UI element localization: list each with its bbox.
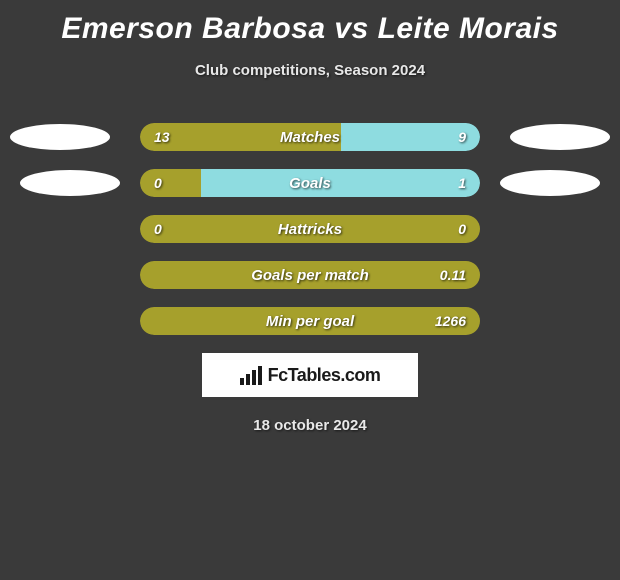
page-title: Emerson Barbosa vs Leite Morais <box>0 0 620 46</box>
stat-bar: Goals 0 1 <box>140 169 480 197</box>
stat-row: Min per goal 1266 <box>0 307 620 335</box>
stat-label: Goals <box>289 175 331 192</box>
stat-row: Goals per match 0.11 <box>0 261 620 289</box>
logo-chart-icon <box>240 366 262 385</box>
player-ellipse-left <box>10 124 110 150</box>
bar-fill-left <box>140 169 201 197</box>
bar-fill-right <box>201 169 480 197</box>
stat-value-right: 9 <box>458 129 466 145</box>
player-ellipse-right <box>510 124 610 150</box>
stat-value-left: 0 <box>154 221 162 237</box>
stat-row: Matches 13 9 <box>0 123 620 151</box>
stat-bar: Matches 13 9 <box>140 123 480 151</box>
stat-bar: Goals per match 0.11 <box>140 261 480 289</box>
stat-label: Hattricks <box>278 221 342 238</box>
player-ellipse-left <box>20 170 120 196</box>
stat-value-left: 0 <box>154 175 162 191</box>
stat-value-left: 13 <box>154 129 170 145</box>
stat-bar: Hattricks 0 0 <box>140 215 480 243</box>
stat-value-right: 0 <box>458 221 466 237</box>
stat-bar: Min per goal 1266 <box>140 307 480 335</box>
stat-value-right: 1266 <box>435 313 466 329</box>
stat-label: Min per goal <box>266 313 354 330</box>
subtitle: Club competitions, Season 2024 <box>0 62 620 79</box>
date-text: 18 october 2024 <box>0 417 620 434</box>
logo-box: FcTables.com <box>202 353 418 397</box>
stat-label: Matches <box>280 129 340 146</box>
stat-row: Goals 0 1 <box>0 169 620 197</box>
player-ellipse-right <box>500 170 600 196</box>
stat-row: Hattricks 0 0 <box>0 215 620 243</box>
stat-value-right: 1 <box>458 175 466 191</box>
logo-text: FcTables.com <box>268 365 381 386</box>
comparison-bars: Matches 13 9 Goals 0 1 Hattricks 0 0 Goals per ma… <box>0 123 620 335</box>
stat-label: Goals per match <box>251 267 369 284</box>
stat-value-right: 0.11 <box>440 267 466 283</box>
